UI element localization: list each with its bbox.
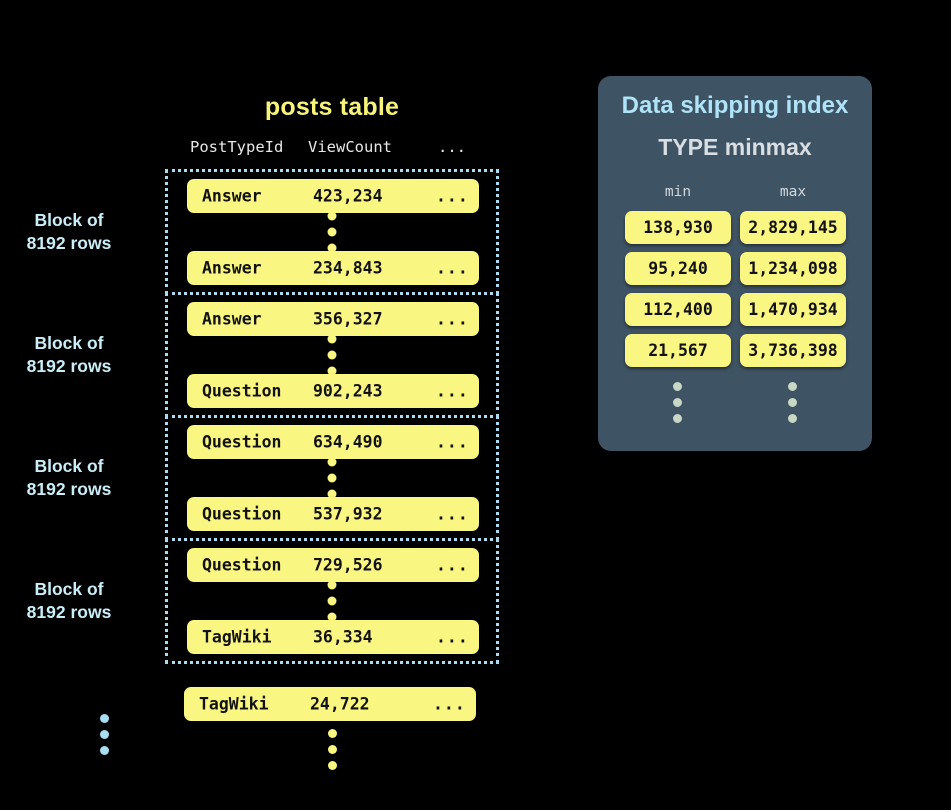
column-header-posttypeid: PostTypeId: [190, 138, 284, 156]
table-vertical-ellipsis-icon: [328, 729, 337, 770]
table-row: Answer 356,327 ...: [187, 302, 479, 336]
table-blocks: Block of 8192 rows Answer 423,234 ... An…: [27, 169, 499, 664]
index-rows: 138,930 2,829,145 95,240 1,234,098 112,4…: [625, 211, 846, 375]
vertical-ellipsis-icon: [327, 580, 337, 622]
cell-viewcount: 356,327: [313, 309, 383, 329]
vertical-ellipsis-icon: [327, 211, 337, 253]
table-row: Answer 423,234 ...: [187, 179, 479, 213]
cell-more: ...: [436, 309, 469, 329]
cell-posttypeid: Question: [202, 504, 282, 524]
index-min-value: 95,240: [625, 252, 731, 285]
block-label: Block of 8192 rows: [26, 455, 112, 499]
cell-more: ...: [436, 504, 469, 524]
cell-more: ...: [436, 258, 469, 278]
index-row: 138,930 2,829,145: [625, 211, 846, 252]
index-panel-title: Data skipping index: [621, 92, 849, 119]
cell-viewcount: 234,843: [313, 258, 383, 278]
max-vertical-ellipsis-icon: [788, 382, 797, 423]
index-max-value: 1,470,934: [740, 293, 846, 326]
index-column-headers: min max: [598, 184, 872, 204]
table-row: Question 634,490 ...: [187, 425, 479, 459]
cell-posttypeid: Question: [202, 555, 282, 575]
column-header-min: min: [664, 184, 692, 200]
cell-posttypeid: Answer: [202, 309, 262, 329]
cell-viewcount: 36,334: [313, 627, 373, 647]
cell-posttypeid: Answer: [202, 258, 262, 278]
table-block: Block of 8192 rows Answer 423,234 ... An…: [27, 169, 499, 295]
table-row: Answer 234,843 ...: [187, 251, 479, 285]
min-vertical-ellipsis-icon: [673, 382, 682, 423]
block-label: Block of 8192 rows: [26, 578, 112, 622]
index-row: 95,240 1,234,098: [625, 252, 846, 293]
table-block: Block of 8192 rows Answer 356,327 ... Qu…: [27, 292, 499, 418]
column-header-max: max: [779, 184, 807, 200]
cell-more: ...: [433, 694, 466, 714]
cell-posttypeid: Question: [202, 381, 282, 401]
cell-more: ...: [436, 186, 469, 206]
cell-viewcount: 423,234: [313, 186, 383, 206]
index-panel-subtitle: TYPE minmax: [658, 134, 812, 160]
cell-more: ...: [436, 432, 469, 452]
cell-viewcount: 902,243: [313, 381, 383, 401]
table-column-headers: PostTypeId ViewCount ...: [186, 138, 478, 160]
cell-posttypeid: TagWiki: [202, 627, 272, 647]
vertical-ellipsis-icon: [327, 334, 337, 376]
cell-viewcount: 24,722: [310, 694, 370, 714]
index-min-value: 138,930: [625, 211, 731, 244]
data-skipping-index-panel: Data skipping index TYPE minmax min max …: [598, 76, 872, 451]
index-min-value: 21,567: [625, 334, 731, 367]
cell-more: ...: [436, 381, 469, 401]
cell-viewcount: 729,526: [313, 555, 383, 575]
index-row: 112,400 1,470,934: [625, 293, 846, 334]
cell-more: ...: [436, 627, 469, 647]
table-row: Question 729,526 ...: [187, 548, 479, 582]
cell-posttypeid: TagWiki: [199, 694, 269, 714]
table-row: Question 537,932 ...: [187, 497, 479, 531]
cell-posttypeid: Question: [202, 432, 282, 452]
table-row: TagWiki 36,334 ...: [187, 620, 479, 654]
index-max-value: 2,829,145: [740, 211, 846, 244]
column-header-more: ...: [438, 138, 466, 156]
table-row: Question 902,243 ...: [187, 374, 479, 408]
cell-more: ...: [436, 555, 469, 575]
vertical-ellipsis-icon: [327, 457, 337, 499]
table-block: Block of 8192 rows Question 634,490 ... …: [27, 415, 499, 541]
index-row: 21,567 3,736,398: [625, 334, 846, 375]
cell-viewcount: 537,932: [313, 504, 383, 524]
index-max-value: 3,736,398: [740, 334, 846, 367]
index-ellipsis-row: [598, 382, 872, 432]
index-max-value: 1,234,098: [740, 252, 846, 285]
table-row: TagWiki 24,722 ...: [184, 687, 476, 721]
cell-viewcount: 634,490: [313, 432, 383, 452]
blocks-vertical-ellipsis-icon: [100, 714, 109, 755]
cell-posttypeid: Answer: [202, 186, 262, 206]
column-header-viewcount: ViewCount: [308, 138, 392, 156]
block-label: Block of 8192 rows: [26, 332, 112, 376]
page-title: posts table: [264, 93, 400, 121]
index-min-value: 112,400: [625, 293, 731, 326]
block-label: Block of 8192 rows: [26, 209, 112, 253]
table-block: Block of 8192 rows Question 729,526 ... …: [27, 538, 499, 664]
